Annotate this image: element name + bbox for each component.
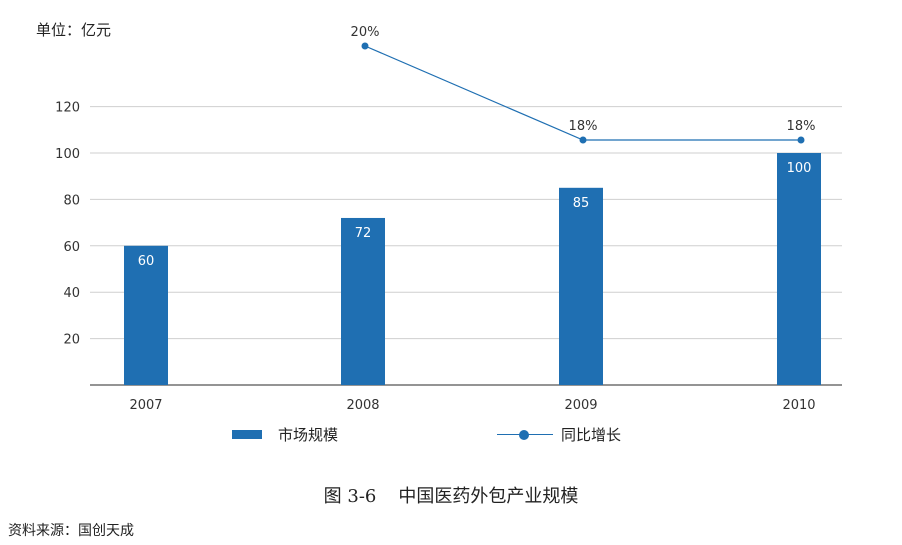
growth-point — [361, 42, 369, 50]
legend-line-swatch — [497, 428, 553, 442]
unit-label: 单位：亿元 — [36, 21, 112, 39]
legend-item-yoy-growth: 同比增长 — [497, 424, 621, 445]
growth-point — [579, 136, 587, 144]
figure-number: 图 3-6 — [323, 486, 377, 507]
legend-label-market-size: 市场规模 — [278, 426, 339, 444]
bar — [559, 187, 603, 385]
y-tick-label: 100 — [55, 147, 80, 162]
bar — [124, 245, 168, 385]
bar-value-label: 100 — [787, 161, 812, 176]
growth-value-label: 18% — [787, 119, 816, 134]
x-tick-label: 2008 — [346, 398, 379, 413]
bar-value-label: 60 — [138, 254, 155, 269]
y-tick-label: 20 — [63, 333, 80, 348]
bar-value-label: 85 — [573, 196, 590, 211]
growth-value-label: 20% — [351, 25, 380, 40]
x-tick-label: 2007 — [129, 398, 162, 413]
bar — [341, 217, 385, 385]
y-tick-label: 80 — [63, 193, 80, 208]
y-tick-label: 120 — [55, 101, 80, 116]
x-tick-label: 2009 — [564, 398, 597, 413]
growth-point — [797, 136, 805, 144]
y-tick-label: 40 — [63, 286, 80, 301]
x-tick-label: 2010 — [782, 398, 815, 413]
y-tick-label: 60 — [63, 240, 80, 255]
legend-item-market-size: 市场规模 — [232, 424, 338, 445]
bar — [777, 153, 821, 385]
legend-bar-swatch — [232, 430, 262, 439]
figure-title: 中国医药外包产业规模 — [398, 486, 579, 507]
figure-caption: 图 3-6 中国医药外包产业规模 — [0, 482, 902, 508]
legend-label-yoy-growth: 同比增长 — [561, 426, 622, 444]
bar-value-label: 72 — [355, 226, 372, 241]
source-note: 资料来源：国创天成 — [8, 523, 134, 539]
growth-value-label: 18% — [569, 119, 598, 134]
